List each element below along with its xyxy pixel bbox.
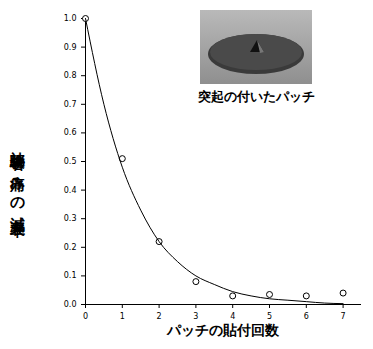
svg-text:0.3: 0.3 [64,214,77,223]
svg-text:0.1: 0.1 [64,271,77,280]
svg-text:7: 7 [341,312,346,321]
html-text:パッチの貼付回数: パッチの貼付回数 [166,322,279,338]
svg-text:0.2: 0.2 [64,243,77,252]
svg-text:0: 0 [83,312,88,321]
svg-text:0.4: 0.4 [64,186,77,195]
html-text:突起の付いたパッチ: 突起の付いたパッチ [197,89,315,104]
svg-text:0.9: 0.9 [64,43,77,52]
svg-text:0.6: 0.6 [64,128,77,137]
svg-text:4: 4 [230,312,235,321]
svg-text:6: 6 [304,312,309,321]
svg-text:0.5: 0.5 [64,157,77,166]
svg-text:0.8: 0.8 [64,71,77,80]
svg-text:2: 2 [157,312,162,321]
svg-text:5: 5 [267,312,272,321]
svg-text:1.0: 1.0 [64,14,77,23]
svg-text:0.7: 0.7 [64,100,77,109]
svg-text:3: 3 [193,312,198,321]
svg-text:0.0: 0.0 [64,300,77,309]
html-text:被験者の痛みの減衰率: 被験者の痛みの減衰率 [9,139,27,211]
svg-text:1: 1 [120,312,125,321]
